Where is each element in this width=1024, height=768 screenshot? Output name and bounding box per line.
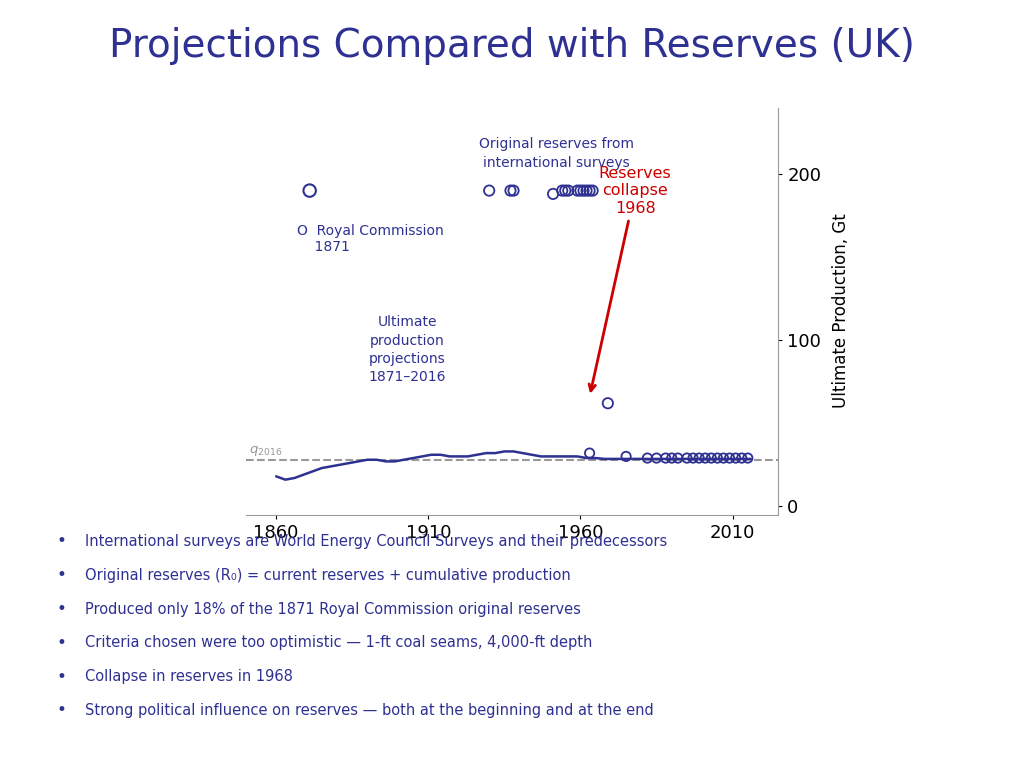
Y-axis label: Ultimate Production, Gt: Ultimate Production, Gt [833, 214, 850, 409]
Text: Strong political influence on reserves — both at the beginning and at the end: Strong political influence on reserves —… [85, 703, 653, 718]
Text: Projections Compared with Reserves (UK): Projections Compared with Reserves (UK) [110, 27, 914, 65]
Text: •: • [56, 532, 67, 551]
Point [739, 452, 756, 464]
Point [727, 452, 743, 464]
Point [572, 184, 589, 197]
Point [585, 184, 601, 197]
Text: Criteria chosen were too optimistic — 1-ft coal seams, 4,000-ft depth: Criteria chosen were too optimistic — 1-… [85, 635, 592, 650]
Point [648, 452, 665, 464]
Point [617, 450, 634, 462]
Text: O  Royal Commission
    1871: O Royal Commission 1871 [298, 223, 444, 254]
Point [657, 452, 674, 464]
Point [579, 184, 595, 197]
Text: •: • [56, 600, 67, 618]
Text: Collapse in reserves in 1968: Collapse in reserves in 1968 [85, 669, 293, 684]
Point [503, 184, 519, 197]
Point [560, 184, 577, 197]
Text: Original reserves (R₀) = current reserves + cumulative production: Original reserves (R₀) = current reserve… [85, 568, 570, 583]
Point [703, 452, 720, 464]
Point [575, 184, 592, 197]
Point [505, 184, 521, 197]
Point [697, 452, 714, 464]
Point [600, 397, 616, 409]
Text: International surveys are World Energy Council Surveys and their predecessors: International surveys are World Energy C… [85, 534, 668, 549]
Point [582, 447, 598, 459]
Text: •: • [56, 667, 67, 686]
Point [557, 184, 573, 197]
Point [545, 187, 561, 200]
Point [685, 452, 701, 464]
Text: Original reserves from
international surveys: Original reserves from international sur… [478, 137, 634, 170]
Text: Reserves
collapse
1968: Reserves collapse 1968 [589, 166, 672, 391]
Point [664, 452, 680, 464]
Point [639, 452, 655, 464]
Point [582, 184, 598, 197]
Point [670, 452, 686, 464]
Point [301, 184, 317, 197]
Text: •: • [56, 634, 67, 652]
Text: Ultimate
production
projections
1871–2016: Ultimate production projections 1871–201… [369, 315, 445, 385]
Point [554, 184, 570, 197]
Point [710, 452, 726, 464]
Text: Produced only 18% of the 1871 Royal Commission original reserves: Produced only 18% of the 1871 Royal Comm… [85, 601, 581, 617]
Point [481, 184, 498, 197]
Text: $q_{2016}$: $q_{2016}$ [249, 444, 283, 458]
Point [716, 452, 732, 464]
Text: •: • [56, 566, 67, 584]
Text: •: • [56, 701, 67, 720]
Point [691, 452, 708, 464]
Point [569, 184, 586, 197]
Point [679, 452, 695, 464]
Point [721, 452, 737, 464]
Point [733, 452, 750, 464]
